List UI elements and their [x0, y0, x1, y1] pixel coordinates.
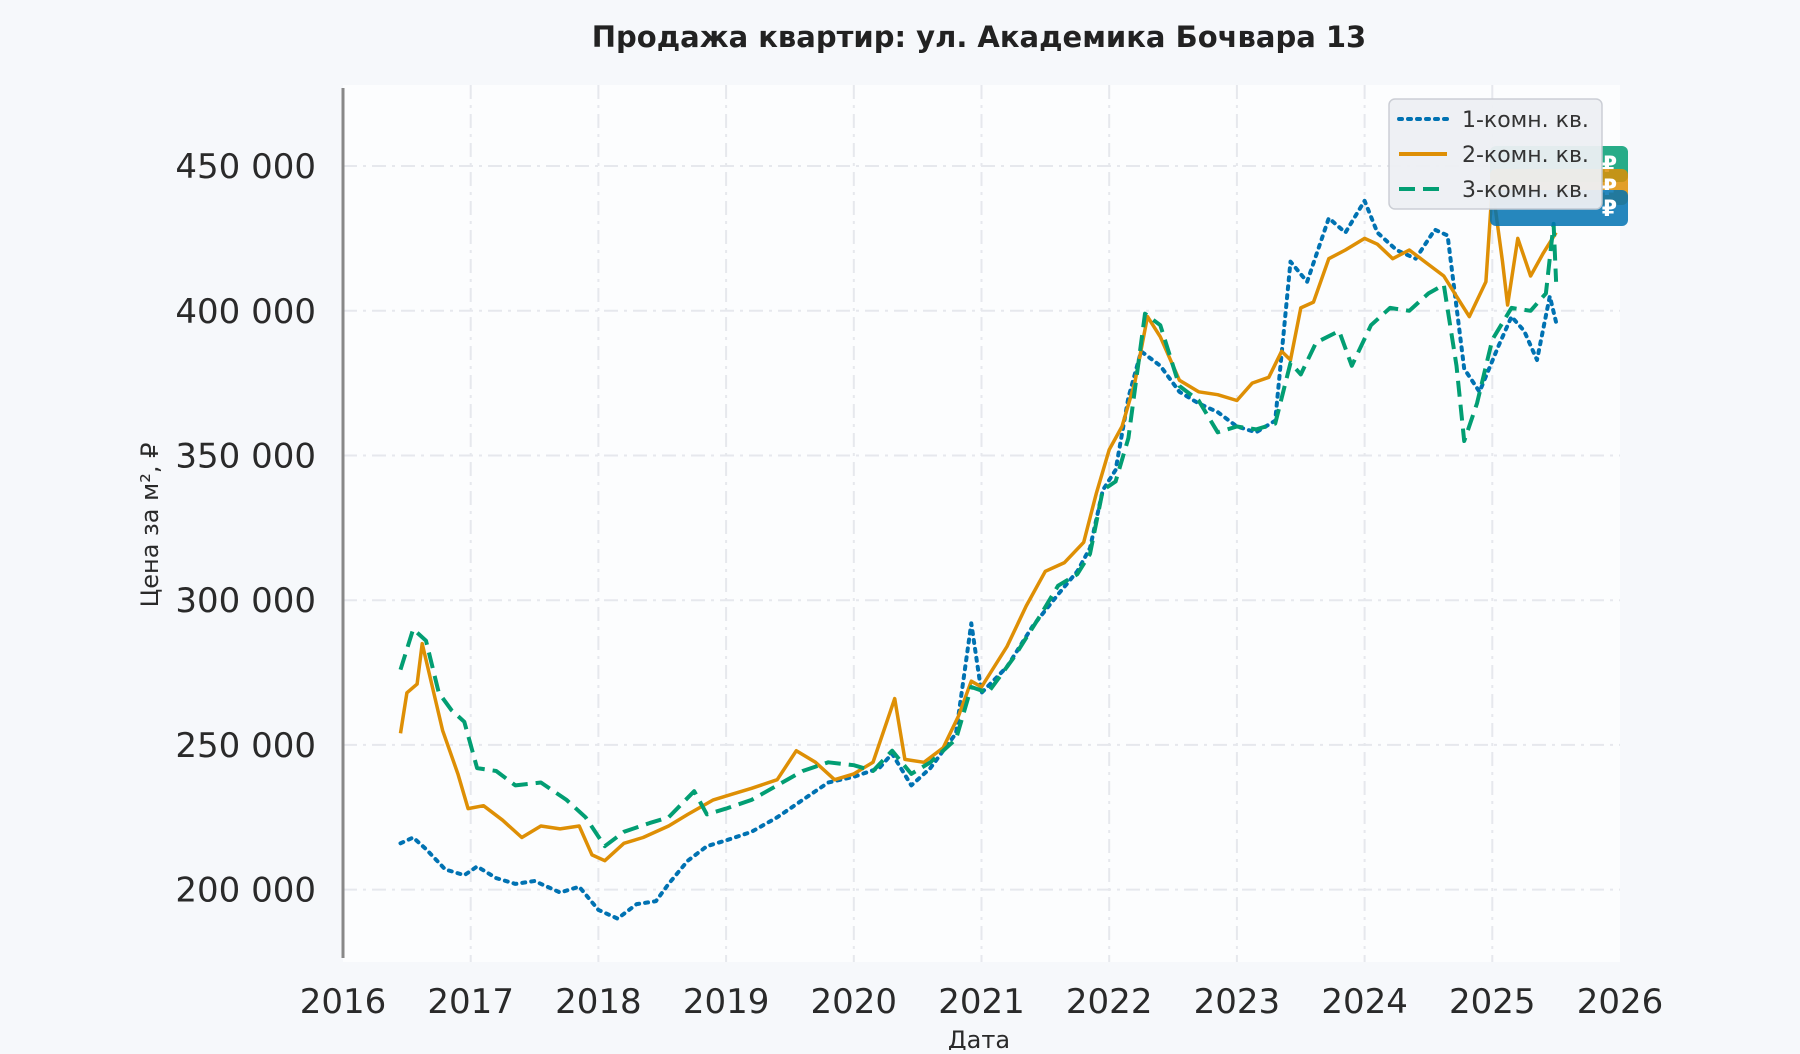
- grid-lines: [343, 85, 1620, 962]
- y-tick-label: 250 000: [175, 726, 316, 766]
- x-tick-label: 2024: [1321, 982, 1408, 1022]
- x-tick-label: 2022: [1066, 982, 1153, 1022]
- x-axis-label: Дата: [948, 1026, 1010, 1050]
- legend: 1-комн. кв. 2-комн. кв. 3-комн. кв.: [1388, 98, 1603, 210]
- x-tick-label: 2019: [683, 982, 770, 1022]
- x-tick-label: 2018: [555, 982, 642, 1022]
- y-tick-label: 450 000: [175, 147, 316, 187]
- x-tick-label: 2021: [938, 982, 1025, 1022]
- chart-title: Продажа квартир: ул. Академика Бочвара 1…: [592, 20, 1366, 54]
- y-tick-label: 400 000: [175, 292, 316, 332]
- legend-label: 3-комн. кв.: [1462, 178, 1589, 203]
- end-value-label: ₽: [1602, 197, 1617, 222]
- x-tick-label: 2026: [1577, 982, 1664, 1022]
- x-tick-label: 2016: [300, 982, 387, 1022]
- series-line: [398, 184, 1558, 863]
- y-tick-label: 300 000: [175, 581, 316, 621]
- x-tick-label: 2025: [1449, 982, 1536, 1022]
- legend-label: 2-комн. кв.: [1462, 143, 1589, 168]
- series-line: [398, 221, 1559, 849]
- x-tick-label: 2020: [811, 982, 898, 1022]
- x-tick-label: 2017: [427, 982, 514, 1022]
- y-axis-label: Цена за м², ₽: [136, 443, 164, 608]
- axis-ticks: 200 000 250 000 300 000 350 000 400 000 450 0…: [175, 147, 1663, 1022]
- x-tick-label: 2023: [1194, 982, 1281, 1022]
- series-lines: [398, 184, 1559, 921]
- y-tick-label: 350 000: [175, 436, 316, 476]
- y-tick-label: 200 000: [175, 871, 316, 911]
- legend-box: [1388, 98, 1603, 210]
- legend-label: 1-комн. кв.: [1462, 108, 1589, 133]
